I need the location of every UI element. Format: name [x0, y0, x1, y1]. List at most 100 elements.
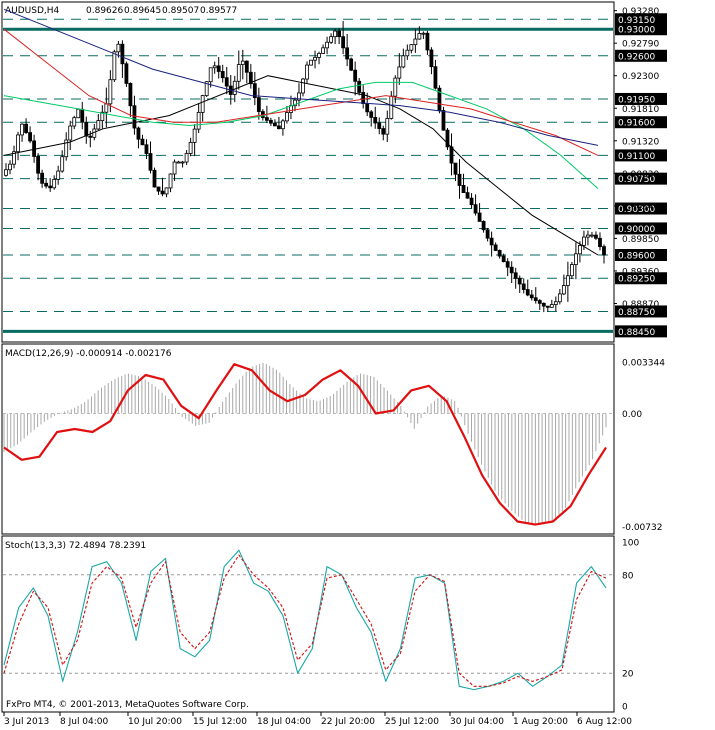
candle-body	[473, 204, 478, 214]
candle-body	[578, 245, 582, 255]
stoch-tick-label: 20	[622, 670, 634, 680]
candle-body	[140, 138, 145, 146]
candle-body	[505, 261, 510, 268]
candle-body	[541, 302, 546, 307]
price-tick-label: 0.91320	[622, 137, 659, 147]
candle-body	[148, 153, 153, 171]
candle-body	[116, 43, 121, 53]
level-label-bg	[615, 202, 667, 215]
candle-body	[381, 128, 386, 135]
candle-body	[481, 221, 486, 231]
x-tick-label: 3 Jul 2013	[4, 717, 49, 727]
candle-body	[184, 153, 189, 163]
candle-body	[537, 300, 542, 304]
candle-body	[24, 123, 28, 133]
x-tick-label: 30 Jul 04:00	[450, 717, 504, 727]
candle-body	[553, 301, 558, 305]
candle-body	[212, 65, 217, 69]
header-value: 0.89577	[200, 6, 237, 16]
level-label: 0.88450	[618, 328, 655, 338]
x-tick-label: 8 Jul 04:00	[60, 717, 109, 727]
level-label-bg	[615, 92, 667, 105]
x-tick-label: 25 Jul 12:00	[385, 717, 439, 727]
stoch-axis: 100 80 20 0	[622, 539, 639, 713]
candle-body	[100, 111, 105, 122]
candle-body	[104, 103, 109, 113]
candle-body	[112, 51, 117, 81]
candle-body	[529, 294, 534, 299]
candle-body	[517, 277, 522, 285]
x-tick-label: 18 Jul 04:00	[257, 717, 311, 727]
level-label-bg	[615, 172, 667, 185]
level-label: 0.92600	[618, 52, 655, 62]
candle-body	[457, 173, 462, 186]
candle-body	[168, 173, 173, 189]
candle-body	[509, 266, 514, 274]
candle-body	[4, 169, 8, 176]
candle-body	[321, 47, 325, 54]
candle-body	[513, 272, 518, 279]
candle-body	[232, 80, 237, 95]
moving-average-line	[3, 8, 599, 146]
candle-body	[60, 156, 65, 172]
candle-body	[441, 110, 446, 131]
candle-body	[216, 65, 221, 72]
price-tick-label: 0.88870	[622, 300, 659, 310]
candle-body	[96, 120, 101, 130]
level-label: 0.91950	[618, 95, 655, 105]
candle-body	[40, 172, 45, 184]
level-label-bg	[615, 23, 667, 36]
candle-body	[425, 32, 430, 51]
candle-body	[501, 255, 506, 263]
candle-body	[469, 197, 474, 206]
candle-body	[489, 237, 494, 246]
candle-body	[244, 60, 249, 73]
price-tick-label: 0.89850	[622, 235, 659, 245]
candle-body	[240, 60, 245, 65]
candle-body	[545, 305, 550, 308]
level-label-bg	[615, 13, 667, 26]
macd-tick-label: -0.00732	[622, 523, 662, 533]
candle-body	[465, 192, 470, 199]
header-value: 0.89645	[124, 6, 161, 16]
candle-body	[377, 122, 382, 129]
copyright-label: FxPro MT4, © 2001-2013, MetaQuotes Softw…	[6, 700, 249, 710]
candle-body	[365, 103, 370, 113]
level-label-bg	[615, 305, 667, 318]
candle-body	[236, 64, 241, 82]
candle-body	[349, 58, 354, 71]
stoch-tick-label: 100	[622, 539, 639, 549]
x-tick-label: 22 Jul 20:00	[321, 717, 375, 727]
candle-body	[200, 95, 205, 113]
x-axis: 3 Jul 2013 8 Jul 04:00 10 Jul 20:00 15 Jul …	[3, 712, 632, 727]
candle-body	[80, 108, 85, 123]
candle-body	[176, 161, 181, 164]
level-label: 0.90300	[618, 205, 655, 215]
candle-body	[445, 129, 450, 148]
candle-body	[297, 92, 301, 101]
stoch-lines	[3, 549, 607, 691]
candle-body	[128, 83, 133, 107]
stoch-main-line	[3, 549, 607, 691]
candle-body	[12, 151, 16, 165]
candle-body	[268, 119, 273, 124]
macd-histogram	[3, 362, 607, 525]
candle-body	[341, 36, 346, 49]
level-label: 0.88750	[618, 308, 655, 318]
candle-body	[196, 111, 201, 130]
candle-body	[188, 141, 193, 154]
candle-body	[313, 56, 317, 61]
candle-body	[389, 95, 394, 119]
level-label: 0.90750	[618, 175, 655, 185]
candle-body	[204, 81, 209, 97]
macd-signal	[3, 363, 607, 526]
header-value: 0.89626	[86, 6, 123, 16]
candle-body	[72, 117, 77, 127]
candle-body	[76, 108, 81, 119]
stoch-tick-label: 0	[622, 703, 628, 713]
candle-body	[405, 49, 410, 57]
level-label-bg	[615, 149, 667, 162]
candle-body	[409, 44, 414, 51]
stoch-label: Stoch(13,3,3) 72.4894 78.2391	[5, 541, 146, 551]
